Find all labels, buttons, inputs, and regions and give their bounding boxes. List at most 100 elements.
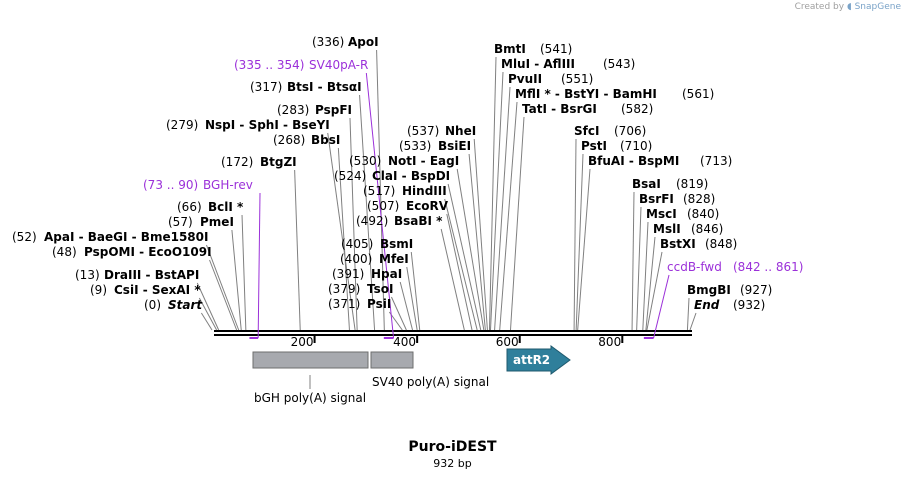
leader-psti [575, 153, 584, 331]
site-mfli-position: (561) [682, 87, 714, 101]
site-noti-position: (530) [349, 154, 381, 168]
site-tsoi[interactable]: (379) TsoI [328, 282, 393, 296]
site-ecorv-name: EcoRV [406, 199, 449, 213]
credit-prefix: Created by [794, 2, 845, 12]
site-noti-name: NotI - EagI [388, 154, 459, 168]
leader-hindiii [444, 198, 478, 331]
site-bfuai-position: (713) [700, 154, 732, 168]
site-bsabi[interactable]: (492) BsaBI * [356, 214, 443, 228]
site-nspi[interactable]: (279) NspI - SphI - BseYI [166, 118, 330, 132]
site-pvuii[interactable]: PvuII (551) [508, 72, 593, 86]
site-end[interactable]: End (932) [694, 298, 765, 312]
site-mfli[interactable]: MflI * - BstYI - BamHI (561) [515, 87, 714, 101]
site-tati-name: TatI - BsrGI [522, 102, 597, 116]
site-msci-name: MscI [646, 207, 677, 221]
site-tati[interactable]: TatI - BsrGI (582) [522, 102, 653, 116]
leader-pvuii [494, 86, 511, 331]
site-bsmi[interactable]: (405) BsmI [341, 237, 413, 251]
site-pvuii-name: PvuII [508, 72, 542, 86]
map-title: Puro-iDEST [408, 439, 497, 455]
site-msci-position: (840) [687, 207, 719, 221]
site-hindiii[interactable]: (517) HindIII [363, 184, 447, 198]
site-bstxi-name: BstXI [660, 237, 696, 251]
site-msli-name: MslI [653, 222, 681, 236]
primer-bgh-rev-range: (73 .. 90) [143, 178, 198, 192]
feature-sv40-polya-bar[interactable] [370, 351, 414, 369]
leader-pmei [231, 229, 242, 331]
site-bcli[interactable]: (66) BclI * [177, 200, 244, 214]
leader-msci [642, 221, 649, 331]
site-ecorv-position: (507) [367, 199, 399, 213]
site-bmti[interactable]: BmtI (541) [494, 42, 572, 56]
site-apoi-position: (336) [312, 35, 344, 49]
site-bcli-name: BclI * [208, 200, 244, 214]
site-pvuii-position: (551) [561, 72, 593, 86]
site-psti[interactable]: PstI (710) [581, 139, 652, 153]
site-apoi[interactable]: (336) ApoI [312, 35, 379, 49]
site-sfci[interactable]: SfcI (706) [574, 124, 646, 138]
site-bmti-name: BmtI [494, 42, 526, 56]
site-btsi-position: (317) [250, 80, 282, 94]
site-pmei[interactable]: (57) PmeI [168, 215, 234, 229]
leader-bsrfi [636, 206, 642, 331]
site-nhei-position: (537) [407, 124, 439, 138]
site-mfei[interactable]: (400) MfeI [340, 252, 409, 266]
site-start-name: Start [168, 298, 203, 312]
leader-bmgbi [686, 297, 690, 331]
site-nhei[interactable]: (537) NheI [407, 124, 476, 138]
site-nspi-name: NspI - SphI - BseYI [205, 118, 330, 132]
site-clai-position: (524) [334, 169, 366, 183]
site-tsoi-name: TsoI [367, 282, 393, 296]
site-apai[interactable]: (52) ApaI - BaeGI - Bme1580I [12, 230, 208, 244]
site-start[interactable]: (0) Start [144, 298, 203, 312]
site-mfei-name: MfeI [379, 252, 409, 266]
feature-attr2-arrow[interactable] [506, 345, 571, 375]
site-bcli-position: (66) [177, 200, 202, 214]
site-pspfi[interactable]: (283) PspFI [277, 103, 352, 117]
site-msli[interactable]: MslI (846) [653, 222, 723, 236]
primer-sv40pa-r-name: SV40pA-R [309, 58, 368, 72]
site-mlui[interactable]: MluI - AflIII (543) [501, 57, 635, 71]
site-pspomi[interactable]: (48) PspOMI - EcoO109I [52, 245, 212, 259]
site-bsiei-position: (533) [399, 139, 431, 153]
site-hpai[interactable]: (391) HpaI [332, 267, 402, 281]
credit-brand: SnapGene [854, 2, 901, 12]
site-pmei-name: PmeI [200, 215, 234, 229]
site-bstxi[interactable]: BstXI (848) [660, 237, 737, 251]
site-clai[interactable]: (524) ClaI - BspDI [334, 169, 450, 183]
site-apai-position: (52) [12, 230, 37, 244]
leader-apoi [376, 49, 385, 331]
site-bsai-position: (819) [676, 177, 708, 191]
site-end-name: End [694, 298, 720, 312]
leader-noti [456, 168, 485, 331]
feature-bgh-polya-bar[interactable] [252, 351, 369, 369]
site-hindiii-name: HindIII [402, 184, 447, 198]
site-csii[interactable]: (9) CsiI - SexAI * [90, 283, 201, 297]
site-pspfi-name: PspFI [315, 103, 352, 117]
leader-bbsi [337, 147, 350, 331]
leader-mlui [489, 71, 504, 331]
site-draiii[interactable]: (13) DraIII - BstAPI [75, 268, 199, 282]
site-bfuai[interactable]: BfuAI - BspMI (713) [588, 154, 732, 168]
site-bsrfi[interactable]: BsrFI (828) [639, 192, 715, 206]
site-ecorv[interactable]: (507) EcoRV [367, 199, 449, 213]
site-bbsi[interactable]: (268) BbsI [273, 133, 340, 147]
site-bmgbi[interactable]: BmgBI (927) [687, 283, 772, 297]
leader-msli [645, 236, 656, 331]
site-btgzi[interactable]: (172) BtgZI [221, 155, 297, 169]
axis-tick-label-400: 400 [393, 335, 416, 349]
primer-sv40pa-r[interactable]: (335 .. 354) SV40pA-R [234, 58, 368, 72]
primer-ccdb-fwd[interactable]: ccdB-fwd (842 .. 861) [667, 260, 803, 274]
site-psii[interactable]: (371) PsiI [328, 297, 391, 311]
leader-pspfi [349, 117, 358, 331]
site-labels: (336) ApoI (317) BtsI - BtsαI (283) PspFI (… [12, 35, 772, 312]
primer-bgh-rev[interactable]: (73 .. 90) BGH-rev [143, 178, 253, 192]
site-hindiii-position: (517) [363, 184, 395, 198]
site-btsi[interactable]: (317) BtsI - BtsαI [250, 80, 362, 94]
site-bsiei[interactable]: (533) BsiEI [399, 139, 471, 153]
leader-bstxi [646, 251, 663, 331]
site-bsai[interactable]: BsaI (819) [632, 177, 708, 191]
site-draiii-position: (13) [75, 268, 100, 282]
site-noti[interactable]: (530) NotI - EagI [349, 154, 459, 168]
site-msci[interactable]: MscI (840) [646, 207, 719, 221]
